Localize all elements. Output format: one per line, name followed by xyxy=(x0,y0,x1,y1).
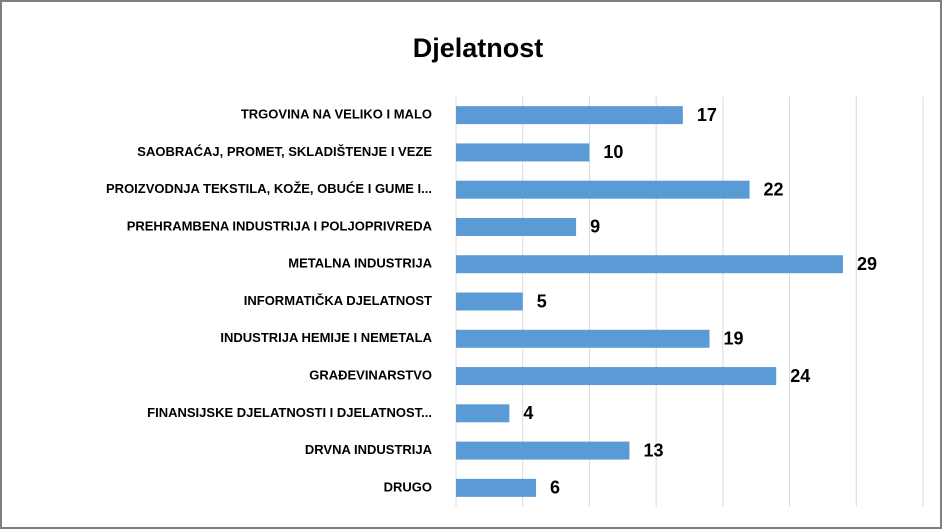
y-tick-label: FINANSIJSKE DJELATNOSTI I DJELATNOST... xyxy=(147,405,432,420)
y-tick-label: METALNA INDUSTRIJA xyxy=(288,256,432,271)
bar xyxy=(456,106,683,125)
y-tick-label: INFORMATIČKA DJELATNOST xyxy=(244,293,432,308)
value-label: 4 xyxy=(523,403,533,423)
value-label: 19 xyxy=(724,329,744,349)
value-label: 29 xyxy=(857,254,877,274)
bar xyxy=(456,478,537,497)
bar xyxy=(456,329,710,348)
bar xyxy=(456,404,510,423)
chart-title: Djelatnost xyxy=(413,33,544,63)
y-tick-label: PROIZVODNJA TEKSTILA, KOŽE, OBUĆE I GUME… xyxy=(106,181,432,196)
y-tick-label: GRAĐEVINARSTVO xyxy=(309,367,432,382)
y-tick-label: INDUSTRIJA HEMIJE I NEMETALA xyxy=(220,330,432,345)
bar xyxy=(456,292,523,311)
value-label: 22 xyxy=(764,179,784,199)
bar xyxy=(456,180,750,199)
value-label: 6 xyxy=(550,478,560,498)
value-label: 17 xyxy=(697,105,717,125)
bar xyxy=(456,255,843,274)
value-label: 10 xyxy=(603,142,623,162)
bar xyxy=(456,367,777,386)
y-tick-label: PREHRAMBENA INDUSTRIJA I POLJOPRIVREDA xyxy=(127,218,433,233)
value-label: 13 xyxy=(643,440,663,460)
y-tick-label: DRVNA INDUSTRIJA xyxy=(305,442,433,457)
value-label: 9 xyxy=(590,217,600,237)
y-tick-label: SAOBRAĆAJ, PROMET, SKLADIŠTENJE I VEZE xyxy=(137,144,432,159)
bar xyxy=(456,441,630,460)
y-tick-label: TRGOVINA NA VELIKO I MALO xyxy=(241,107,432,122)
bar xyxy=(456,217,577,236)
value-label: 5 xyxy=(537,291,547,311)
y-tick-label: DRUGO xyxy=(384,479,432,494)
bar xyxy=(456,143,590,162)
value-label: 24 xyxy=(790,366,810,386)
